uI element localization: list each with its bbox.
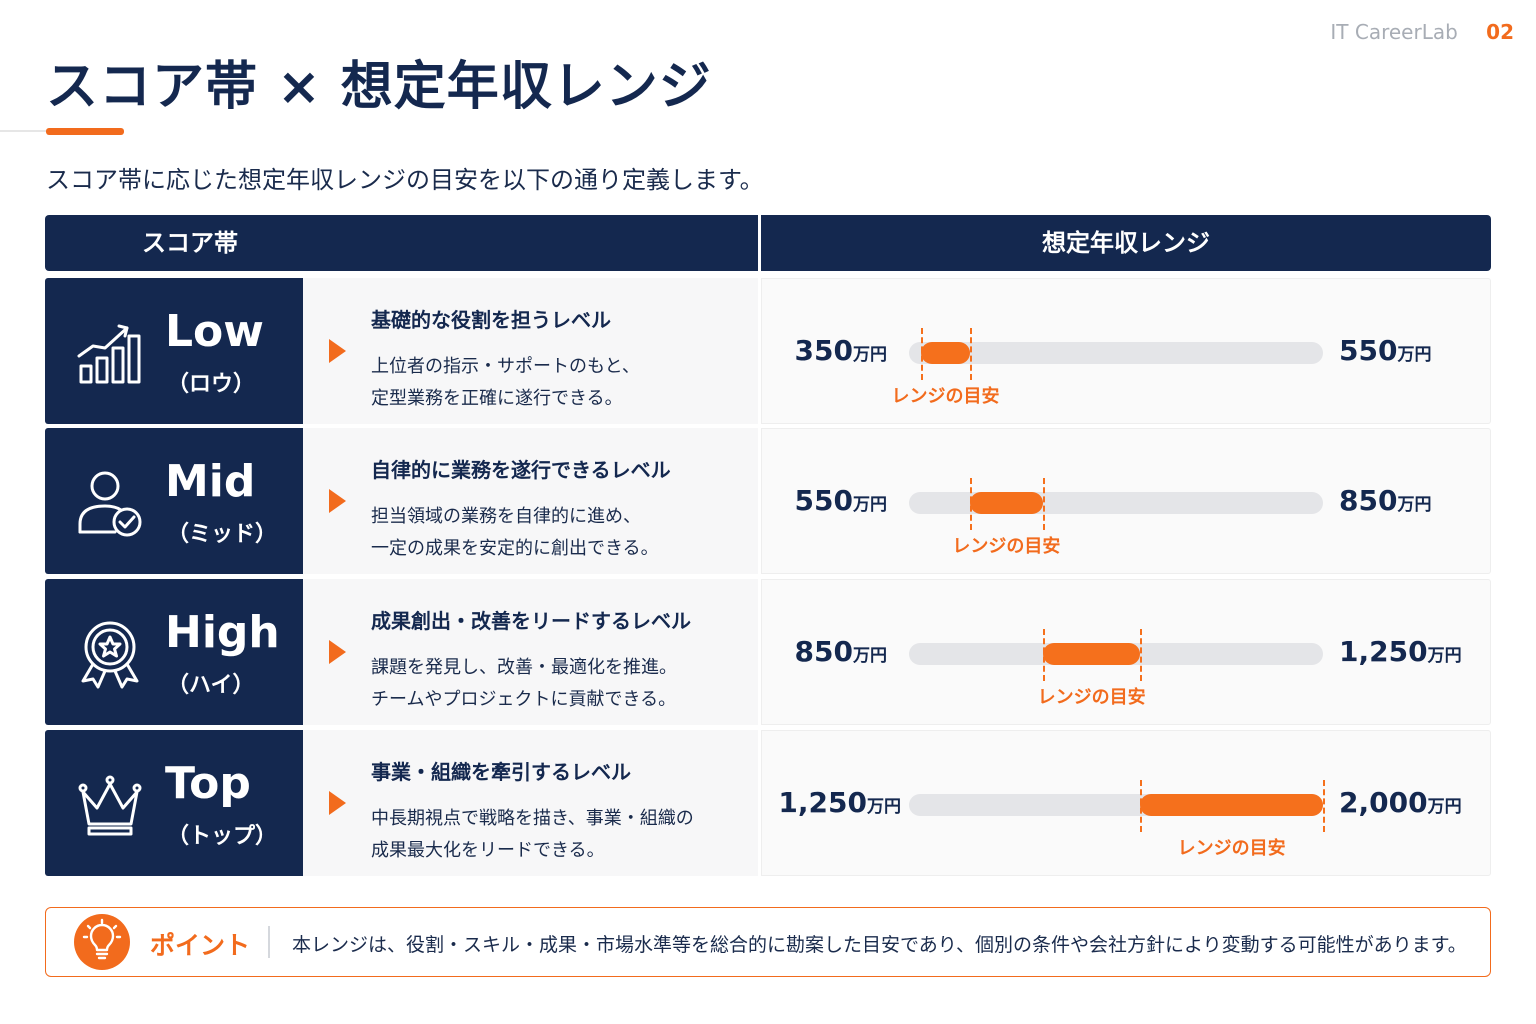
range-min: 850万円 (794, 635, 887, 668)
level-description: 事業・組織を牽引するレベル 中長期視点で戦略を描き、事業・組織の 成果最大化をリ… (303, 730, 758, 876)
description-line: 上位者の指示・サポートのもと、 (371, 356, 640, 377)
range-max: 1,250万円 (1339, 635, 1462, 668)
level-name: High (165, 607, 280, 658)
range-track (909, 342, 1323, 364)
triangle-arrow-icon (329, 791, 346, 815)
level-badge: High （ハイ） (45, 579, 303, 725)
description-heading: 基礎的な役割を担うレベル (371, 308, 611, 332)
title-accent-bar (46, 128, 124, 135)
note-divider (268, 926, 270, 958)
note-text: 本レンジは、役割・スキル・成果・市場水準等を総合的に勘案した目安であり、個別の条… (292, 934, 1467, 956)
level-name: Mid (165, 456, 256, 507)
user-check-icon (78, 471, 142, 537)
level-reading: （ハイ） (167, 673, 255, 698)
range-track (909, 794, 1323, 816)
range-label: レンジの目安 (952, 536, 1061, 557)
level-badge: Low （ロウ） (45, 278, 303, 424)
salary-range-cell: 1,250万円 2,000万円 レンジの目安 (761, 730, 1491, 876)
range-min: 1,250万円 (778, 786, 901, 819)
range-track (909, 492, 1323, 514)
award-medal-icon (81, 621, 139, 689)
header-score-band: スコア帯 (142, 229, 238, 257)
description-line: 中長期視点で戦略を描き、事業・組織の (371, 808, 694, 829)
header-salary-range: 想定年収レンジ (1042, 229, 1210, 257)
range-min-marker (1140, 780, 1143, 832)
page-number: 02 (1486, 20, 1514, 44)
level-description: 自律的に業務を遂行できるレベル 担当領域の業務を自律的に進め、 一定の成果を安定… (303, 428, 758, 574)
range-min-marker (921, 328, 924, 380)
level-badge: Mid （ミッド） (45, 428, 303, 574)
salary-range-cell: 550万円 850万円 レンジの目安 (761, 428, 1491, 574)
level-reading: （トップ） (167, 824, 278, 849)
brand-name: IT CareerLab (1330, 20, 1458, 44)
salary-range-cell: 350万円 550万円 レンジの目安 (761, 278, 1491, 424)
brand-header: IT CareerLab 02 (1330, 20, 1514, 44)
point-note: ポイント 本レンジは、役割・スキル・成果・市場水準等を総合的に勘案した目安であり… (45, 907, 1491, 977)
description-heading: 成果創出・改善をリードするレベル (371, 609, 691, 633)
title-rule (0, 130, 46, 132)
range-min: 350万円 (794, 334, 887, 367)
range-fill (1140, 794, 1323, 816)
range-max: 550万円 (1339, 334, 1432, 367)
range-min: 550万円 (794, 484, 887, 517)
range-max: 850万円 (1339, 484, 1432, 517)
note-title: ポイント (150, 931, 251, 960)
growth-chart-icon (77, 324, 141, 384)
table-row-low: Low （ロウ） 基礎的な役割を担うレベル 上位者の指示・サポートのもと、 定型… (45, 278, 1491, 424)
salary-range-cell: 850万円 1,250万円 レンジの目安 (761, 579, 1491, 725)
header-divider (758, 215, 761, 271)
range-label: レンジの目安 (1037, 687, 1146, 708)
range-max-marker (1323, 780, 1325, 832)
range-fill (969, 492, 1043, 514)
range-max: 2,000万円 (1339, 786, 1462, 819)
table-header: スコア帯 想定年収レンジ (45, 215, 1491, 271)
description-line: 担当領域の業務を自律的に進め、 (371, 506, 641, 527)
description-heading: 事業・組織を牽引するレベル (371, 760, 631, 784)
range-max-marker (969, 328, 972, 380)
crown-icon (78, 775, 142, 836)
range-min-marker (969, 478, 972, 530)
range-label: レンジの目安 (1177, 838, 1286, 859)
range-min-marker (1042, 629, 1045, 681)
level-name: Low (165, 306, 264, 357)
table-row-high: High （ハイ） 成果創出・改善をリードするレベル 課題を発見し、改善・最適化… (45, 579, 1491, 725)
level-badge: Top （トップ） (45, 730, 303, 876)
range-max-marker (1042, 478, 1045, 530)
table-row-mid: Mid （ミッド） 自律的に業務を遂行できるレベル 担当領域の業務を自律的に進め… (45, 428, 1491, 574)
triangle-arrow-icon (329, 339, 346, 363)
description-line: 課題を発見し、改善・最適化を推進。 (371, 657, 677, 678)
level-description: 基礎的な役割を担うレベル 上位者の指示・サポートのもと、 定型業務を正確に遂行で… (303, 278, 758, 424)
range-label: レンジの目安 (891, 386, 1000, 407)
triangle-arrow-icon (329, 489, 346, 513)
description-line: チームやプロジェクトに貢献できる。 (371, 689, 677, 710)
level-reading: （ミッド） (167, 522, 278, 547)
description-line: 一定の成果を安定的に創出できる。 (371, 538, 659, 559)
level-reading: （ロウ） (167, 372, 256, 397)
range-max-marker (1140, 629, 1143, 681)
range-fill (1042, 643, 1141, 665)
level-name: Top (165, 758, 251, 809)
page-subtitle: スコア帯に応じた想定年収レンジの目安を以下の通り定義します。 (46, 166, 764, 194)
lightbulb-icon (74, 914, 130, 970)
description-heading: 自律的に業務を遂行できるレベル (371, 458, 671, 482)
table-row-top: Top （トップ） 事業・組織を牽引するレベル 中長期視点で戦略を描き、事業・組… (45, 730, 1491, 876)
triangle-arrow-icon (329, 640, 346, 664)
page-title: スコア帯 × 想定年収レンジ (46, 57, 712, 117)
level-description: 成果創出・改善をリードするレベル 課題を発見し、改善・最適化を推進。 チームやプ… (303, 579, 758, 725)
range-track (909, 643, 1323, 665)
description-line: 成果最大化をリードできる。 (371, 840, 605, 861)
description-line: 定型業務を正確に遂行できる。 (371, 388, 623, 409)
range-fill (921, 342, 970, 364)
